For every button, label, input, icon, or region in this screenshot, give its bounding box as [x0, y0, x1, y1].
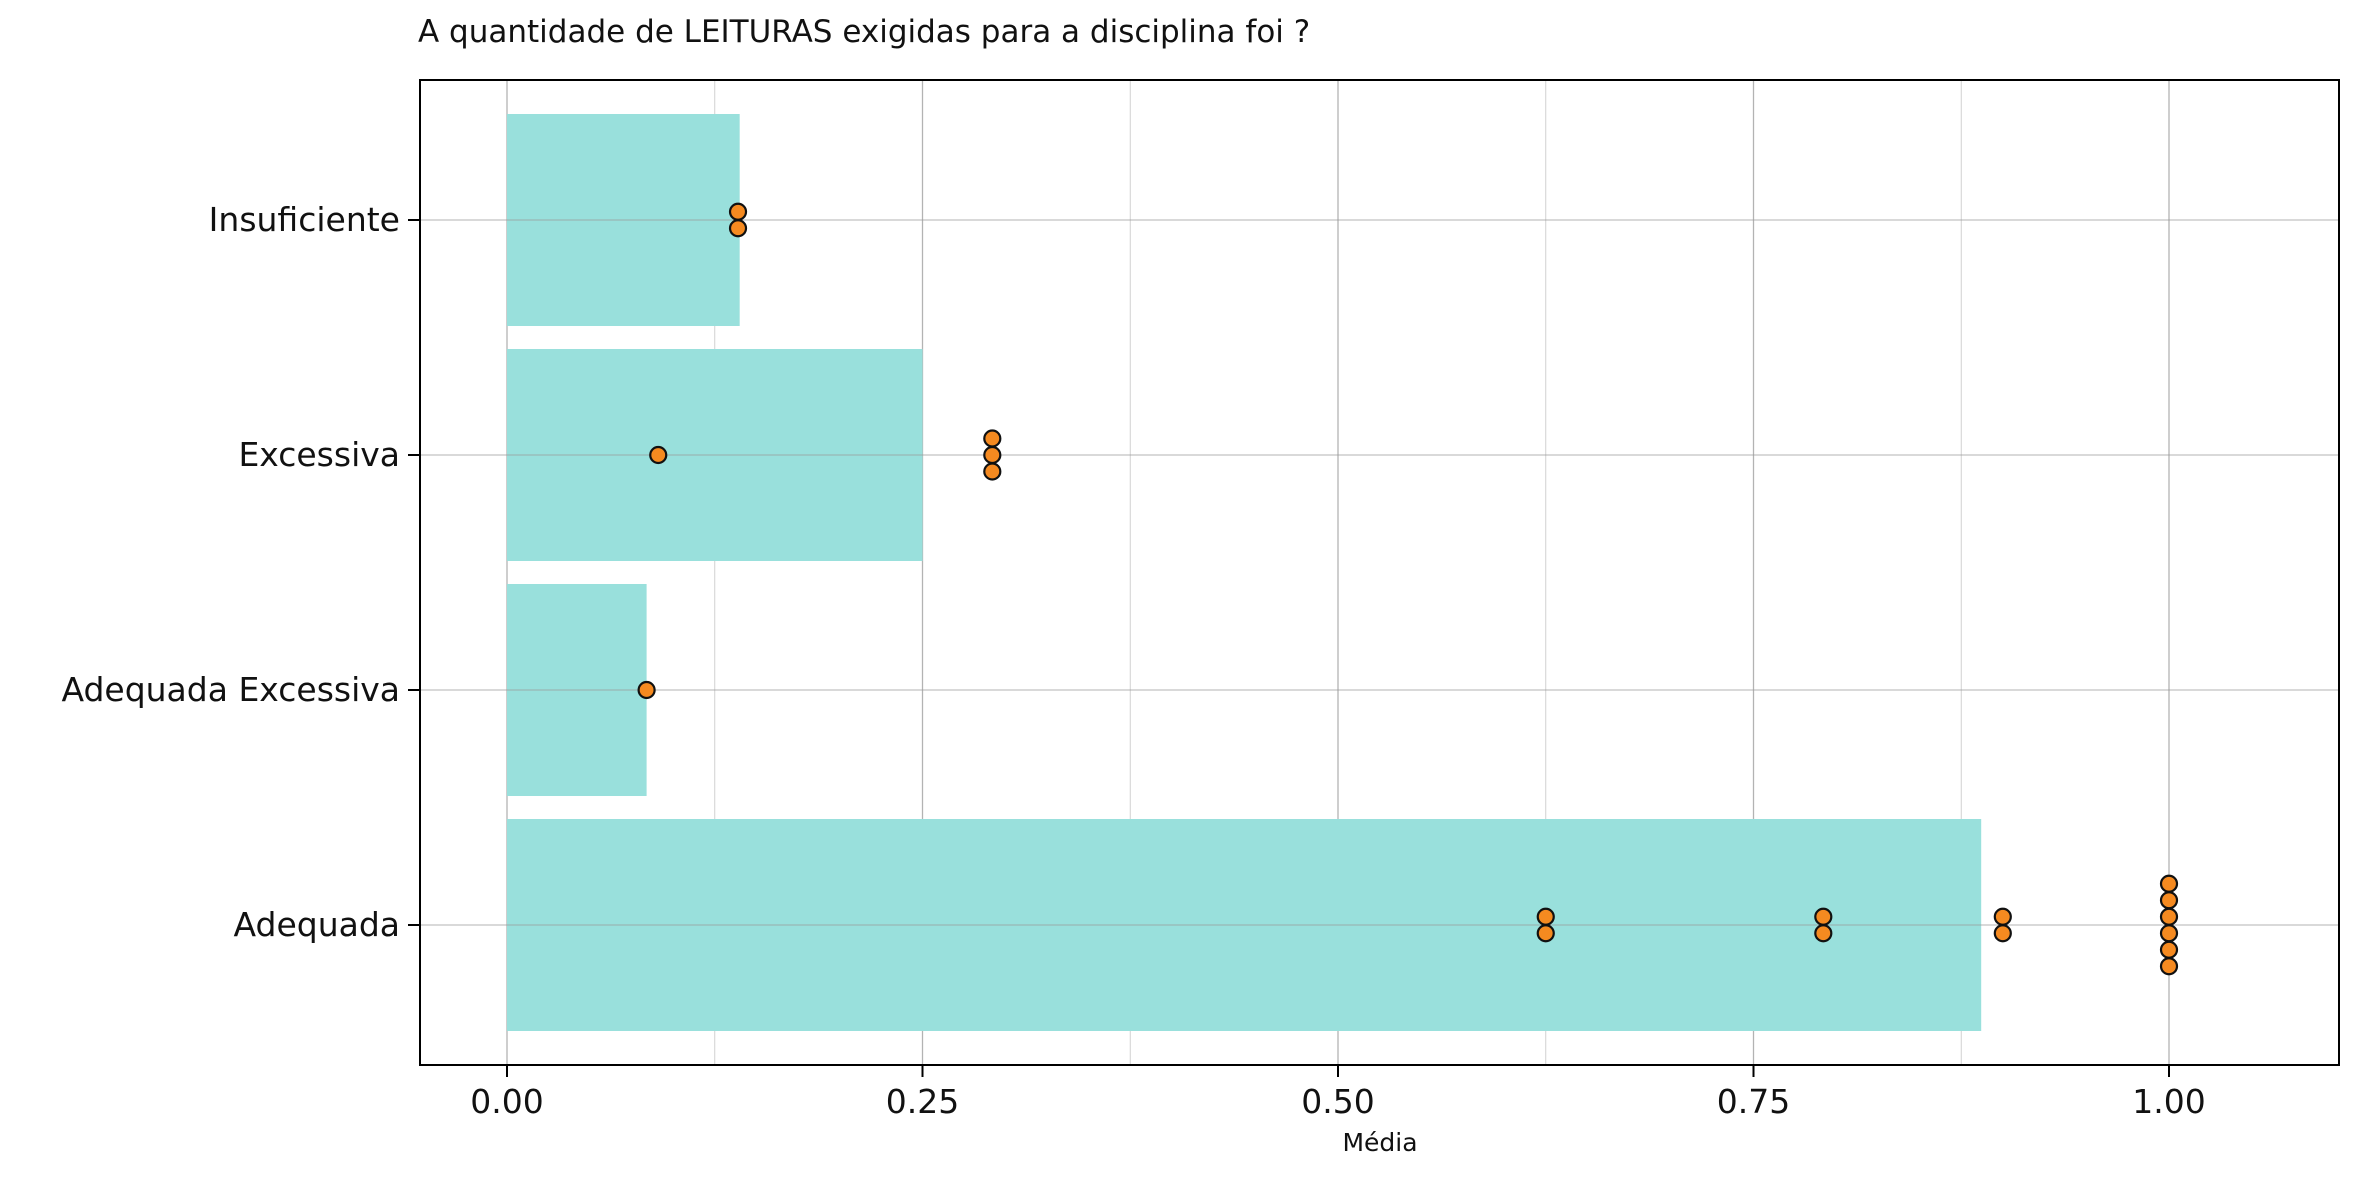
x-tick-label: 0.75 — [1717, 1082, 1790, 1121]
bars-layer — [507, 114, 1982, 1031]
data-point — [2159, 907, 2179, 926]
x-axis-label: Média — [1342, 1128, 1417, 1157]
y-tick-label: Adequada Excessiva — [61, 670, 400, 709]
data-point — [1536, 907, 1555, 926]
data-point — [1814, 907, 1833, 926]
data-point — [2159, 891, 2179, 910]
points-layer — [637, 202, 2179, 976]
x-tick-label: 0.00 — [470, 1082, 543, 1121]
data-point — [2159, 924, 2179, 943]
data-point — [1993, 907, 2012, 926]
data-point — [983, 445, 1002, 465]
data-point — [2159, 940, 2179, 959]
data-point — [649, 445, 668, 465]
data-point — [2159, 874, 2179, 893]
data-point — [1814, 924, 1833, 943]
y-tick-label: Excessiva — [238, 435, 400, 474]
ticks-layer: Insuficiente Excessiva Adequada Excessiva A… — [61, 200, 2205, 1121]
data-point — [637, 680, 656, 700]
data-point — [983, 462, 1002, 481]
data-point — [983, 429, 1002, 448]
data-point — [2159, 957, 2179, 976]
y-tick-label: Adequada — [234, 905, 401, 944]
plot-frame — [419, 79, 2340, 1066]
data-point — [728, 219, 748, 238]
y-tick-label: Insuficiente — [209, 200, 400, 239]
x-tick-label: 0.50 — [1301, 1082, 1374, 1121]
chart-title: A quantidade de LEITURAS exigidas para a… — [418, 14, 1311, 50]
x-tick-label: 1.00 — [2132, 1082, 2205, 1121]
x-tick-label: 0.25 — [886, 1082, 959, 1121]
data-point — [728, 202, 748, 221]
data-point — [1536, 924, 1555, 943]
data-point — [1993, 924, 2012, 943]
